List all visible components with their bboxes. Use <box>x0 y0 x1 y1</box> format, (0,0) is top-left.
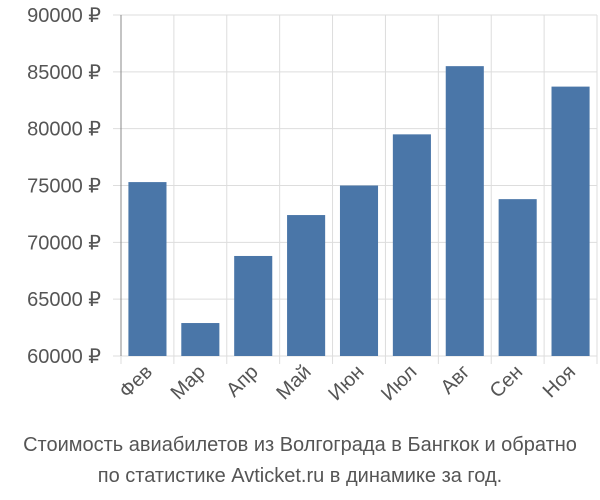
y-tick-label: 80000 ₽ <box>27 119 101 141</box>
y-tick-label: 65000 ₽ <box>27 289 101 311</box>
bar-5 <box>392 134 431 356</box>
bar-6 <box>445 66 484 357</box>
bar-3 <box>287 215 326 356</box>
y-tick-label: 60000 ₽ <box>27 346 101 368</box>
x-tick-label: Ноя <box>539 361 580 402</box>
caption-line-2: по статистике Avticket.ru в динамике за … <box>97 465 503 487</box>
y-tick-label: 75000 ₽ <box>27 176 101 198</box>
y-tick-label: 90000 ₽ <box>27 5 101 27</box>
x-tick-label: Апр <box>222 361 263 402</box>
x-tick-label: Сен <box>486 361 527 402</box>
bar-4 <box>339 185 379 356</box>
bar-7 <box>498 199 537 356</box>
x-tick-label: Фев <box>115 361 157 403</box>
bar-0 <box>128 182 167 356</box>
y-tick-label: 70000 ₽ <box>27 232 101 254</box>
x-tick-label: Мар <box>167 361 210 404</box>
y-tick-label: 85000 ₽ <box>27 62 101 84</box>
bar-1 <box>181 323 220 356</box>
x-tick-label: Июл <box>377 361 421 405</box>
x-tick-label: Авг <box>437 361 475 399</box>
chart-caption: Стоимость авиабилетов из Волгограда в Ба… <box>0 430 600 492</box>
caption-line-1: Стоимость авиабилетов из Волгограда в Ба… <box>23 434 577 456</box>
bar-chart: 60000 ₽ 65000 ₽ 70000 ₽ 75000 ₽ 80000 ₽ 85000… <box>27 5 598 405</box>
bar-2 <box>234 255 273 356</box>
x-tick-label: Июн <box>324 361 368 405</box>
x-tick-label: Май <box>272 361 315 404</box>
bar-8 <box>551 86 590 357</box>
